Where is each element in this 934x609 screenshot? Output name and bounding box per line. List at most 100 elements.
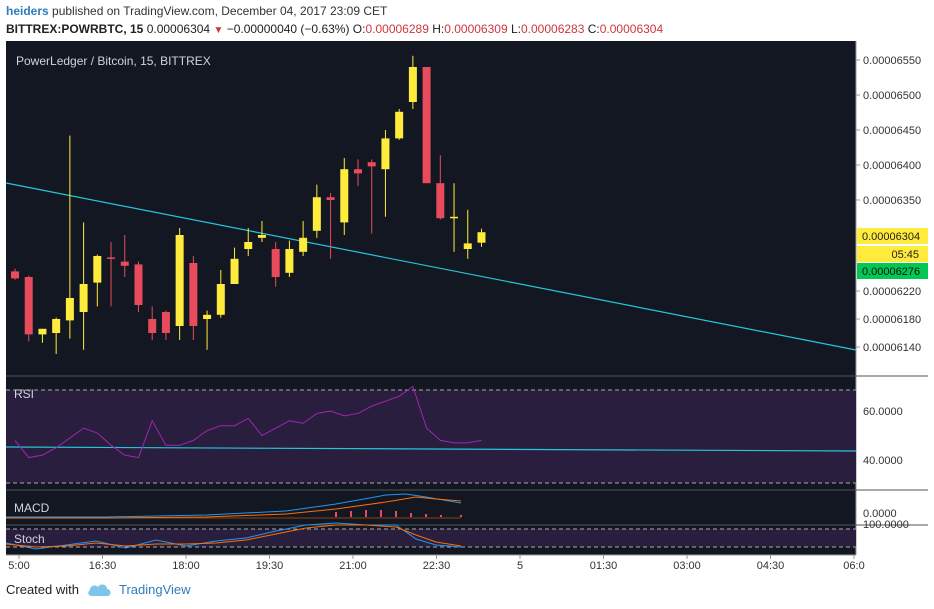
candle-8 xyxy=(107,242,116,307)
candle-35 xyxy=(477,228,486,247)
stoch-label: Stoch xyxy=(14,532,45,546)
x-tick-label: 16:30 xyxy=(89,560,117,572)
price-axis xyxy=(856,41,928,555)
candle-2 xyxy=(24,275,33,342)
candle-30 xyxy=(408,55,417,109)
macd-line xyxy=(6,493,462,518)
open-value: 0.00006289 xyxy=(365,22,429,36)
candle-29 xyxy=(395,109,404,140)
candle-body xyxy=(38,328,47,335)
x-tick-label: 01:30 xyxy=(590,560,618,572)
trendline-price[interactable] xyxy=(5,182,857,351)
candle-body xyxy=(381,138,390,170)
candle-body xyxy=(312,197,321,231)
candle-18 xyxy=(244,228,253,256)
symbol-label: BITTREX:POWRBTC, 15 xyxy=(6,22,144,36)
tradingview-cloud-icon xyxy=(88,584,111,596)
candle-body xyxy=(189,263,198,326)
candle-body xyxy=(408,67,417,102)
candle-body xyxy=(203,314,212,319)
candle-body xyxy=(161,312,170,333)
price-change: −0.00000040 (−0.63%) xyxy=(226,22,350,36)
candle-11 xyxy=(148,306,157,340)
candle-body xyxy=(52,319,61,333)
candle-10 xyxy=(134,261,143,312)
x-tick-label: 22:30 xyxy=(423,560,451,572)
trendline-rsi[interactable] xyxy=(5,446,857,452)
candle-20 xyxy=(271,242,280,287)
candle-body xyxy=(65,298,74,321)
candle-body xyxy=(257,235,266,238)
chart-svg[interactable]: PowerLedger / Bitcoin, 15, BITTREX RSI M… xyxy=(5,41,928,577)
candle-body xyxy=(285,249,294,273)
candle-28 xyxy=(381,130,390,217)
candle-body xyxy=(340,169,349,223)
candle-1 xyxy=(11,268,19,280)
down-triangle-icon: ▼ xyxy=(213,25,224,36)
x-tick-label: 5 xyxy=(517,560,523,572)
x-tick-label: 5:00 xyxy=(8,560,29,572)
rsi-line xyxy=(14,385,482,459)
price-tag-bg xyxy=(857,228,928,244)
candle-body xyxy=(79,284,88,312)
y-tick-label: 0.00006350 xyxy=(863,195,921,207)
candle-body xyxy=(395,111,404,139)
y-tick-label: 0.00006140 xyxy=(863,342,921,354)
rsi-band xyxy=(6,390,856,483)
y-tick-label: 0.00006400 xyxy=(863,160,921,172)
y-tick-label: 0.00006450 xyxy=(863,125,921,137)
y-tick-label: 0.00006220 xyxy=(863,286,921,298)
tradingview-link[interactable]: TradingView xyxy=(118,582,191,597)
candle-22 xyxy=(299,221,308,256)
y-tick-label: 0.00006180 xyxy=(863,314,921,326)
candle-26 xyxy=(354,159,362,186)
rsi-tick-label: 40.0000 xyxy=(863,455,903,467)
footer: Created with TradingView xyxy=(6,582,191,597)
candle-body xyxy=(326,197,335,200)
candle-13 xyxy=(175,228,184,340)
candle-27 xyxy=(367,159,376,234)
candle-body xyxy=(354,169,362,174)
created-with-text: Created with xyxy=(6,582,79,597)
candle-12 xyxy=(161,310,170,340)
y-tick-label: 0.00006550 xyxy=(863,55,921,67)
low-label: L: xyxy=(510,22,521,36)
candle-6 xyxy=(79,222,88,350)
candles-group xyxy=(11,55,486,354)
candle-14 xyxy=(189,256,198,340)
candle-19 xyxy=(257,221,266,242)
macd-signal-line xyxy=(6,496,462,519)
candle-body xyxy=(271,249,280,277)
stoch-tick-label: 100.0000 xyxy=(863,519,909,531)
author-name[interactable]: heiders xyxy=(6,4,49,18)
candle-24 xyxy=(326,193,335,259)
macd-tick-label: 0.0000 xyxy=(863,508,897,520)
x-tick-label: 21:00 xyxy=(339,560,367,572)
x-tick-label: 18:00 xyxy=(172,560,200,572)
macd-label: MACD xyxy=(14,501,50,515)
candle-7 xyxy=(93,254,102,307)
macd-histogram xyxy=(335,510,462,517)
price-tags: 0.00006304 05:45 0.00006276 xyxy=(857,228,928,279)
candle-9 xyxy=(120,235,129,277)
chart-container[interactable]: PowerLedger / Bitcoin, 15, BITTREX RSI M… xyxy=(5,41,928,582)
time-axis xyxy=(6,555,856,577)
candle-body xyxy=(367,162,376,167)
x-tick-label: 06:0 xyxy=(843,560,864,572)
price-tag-bg xyxy=(857,246,928,262)
stoch-d-line xyxy=(5,524,462,548)
candle-body xyxy=(230,258,239,284)
candle-3 xyxy=(38,328,47,343)
candle-body xyxy=(436,183,445,219)
candle-15 xyxy=(203,310,212,350)
candle-5 xyxy=(65,135,74,339)
candle-body xyxy=(93,256,102,283)
candle-4 xyxy=(52,317,61,354)
high-value: 0.00006309 xyxy=(444,22,508,36)
candle-body xyxy=(216,284,225,315)
candle-33 xyxy=(450,183,459,252)
stoch-band xyxy=(6,529,856,547)
candle-25 xyxy=(340,158,349,235)
close-value: 0.00006304 xyxy=(599,22,664,36)
